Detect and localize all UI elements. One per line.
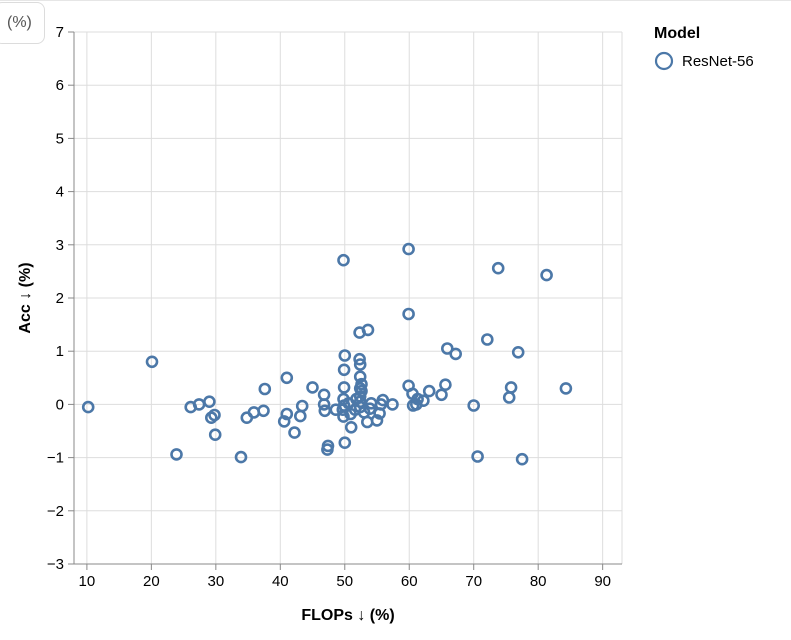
data-point xyxy=(337,410,350,423)
data-point xyxy=(170,448,183,461)
data-point xyxy=(280,371,294,385)
data-point xyxy=(422,384,436,398)
data-point xyxy=(559,382,573,395)
data-point xyxy=(247,406,261,419)
y-tick-label: 7 xyxy=(56,24,64,41)
data-point xyxy=(370,414,384,427)
data-point xyxy=(386,398,399,411)
y-tick-label: 6 xyxy=(56,77,64,94)
data-point xyxy=(280,407,294,421)
data-point xyxy=(257,404,270,418)
data-point xyxy=(234,450,248,464)
legend-symbol xyxy=(654,51,674,71)
data-point xyxy=(288,426,301,439)
data-point xyxy=(353,358,367,371)
data-point xyxy=(321,439,335,453)
y-tick-label: 2 xyxy=(56,290,64,307)
data-point xyxy=(491,261,505,275)
x-tick-label: 40 xyxy=(272,573,289,590)
data-point xyxy=(515,452,529,466)
data-point xyxy=(361,323,375,337)
data-point xyxy=(317,398,331,411)
x-tick-label: 90 xyxy=(594,573,611,590)
data-point xyxy=(467,399,481,412)
y-tick-label: 0 xyxy=(56,396,64,413)
data-point xyxy=(360,415,374,429)
data-point xyxy=(277,415,291,428)
data-point xyxy=(258,382,272,396)
x-tick-label: 10 xyxy=(79,573,96,590)
data-point xyxy=(306,381,319,394)
x-tick-label: 50 xyxy=(336,573,353,590)
tooltip-text: (%) xyxy=(7,14,32,31)
x-tick-label: 80 xyxy=(530,573,547,590)
data-point xyxy=(439,378,452,392)
data-point xyxy=(511,345,525,359)
data-point xyxy=(338,436,352,450)
y-axis-title: Acc ↓ (%) xyxy=(17,262,34,333)
data-point xyxy=(353,370,367,384)
data-point xyxy=(449,347,463,361)
data-point xyxy=(353,352,366,366)
axes: 10 20 30 40 50 60 70 80 90 −3 −2 −1 0 1 2 3 4 5 6 7 xyxy=(47,24,622,590)
legend: Model ResNet-56 xyxy=(654,25,754,71)
data-point xyxy=(208,428,222,442)
grid xyxy=(74,31,623,565)
data-point xyxy=(81,400,95,414)
data-point xyxy=(411,392,424,406)
data-point xyxy=(337,363,351,377)
y-tick-label: 4 xyxy=(56,184,64,201)
y-tick-label: 5 xyxy=(56,130,64,147)
legend-title: Model xyxy=(654,25,700,42)
data-point xyxy=(295,399,309,413)
data-point xyxy=(480,333,494,346)
data-point xyxy=(363,402,377,416)
data-point xyxy=(337,381,351,394)
data-point xyxy=(440,342,454,355)
data-point xyxy=(402,242,415,256)
y-tick-label: 3 xyxy=(56,237,64,254)
y-tick-label: −1 xyxy=(47,450,64,467)
data-point xyxy=(471,450,484,463)
x-tick-label: 20 xyxy=(143,573,160,590)
x-tick-label: 70 xyxy=(465,573,482,590)
data-point xyxy=(502,391,516,404)
data-point xyxy=(540,268,553,282)
x-tick-label: 30 xyxy=(207,573,224,590)
y-tick-label: −3 xyxy=(47,556,64,573)
data-point xyxy=(376,393,390,407)
data-point xyxy=(435,388,448,402)
y-tick-label: 1 xyxy=(56,343,64,360)
data-point xyxy=(504,381,518,394)
data-point xyxy=(293,409,307,423)
legend-label: ResNet-56 xyxy=(682,53,754,70)
legend-items: ResNet-56 xyxy=(654,51,754,71)
x-axis-title: FLOPs ↓ (%) xyxy=(301,607,394,624)
y-tick-label: −2 xyxy=(47,503,64,520)
data-point xyxy=(417,394,430,408)
data-point xyxy=(203,395,216,409)
data-point xyxy=(402,307,415,321)
data-point xyxy=(344,420,358,434)
x-tick-label: 60 xyxy=(401,573,418,590)
data-point xyxy=(338,349,352,362)
data-point xyxy=(145,355,159,369)
tooltip-fragment: (%) xyxy=(0,2,45,44)
data-points xyxy=(81,242,573,466)
data-point xyxy=(337,253,350,267)
top-divider xyxy=(0,0,791,1)
data-point xyxy=(208,408,221,422)
